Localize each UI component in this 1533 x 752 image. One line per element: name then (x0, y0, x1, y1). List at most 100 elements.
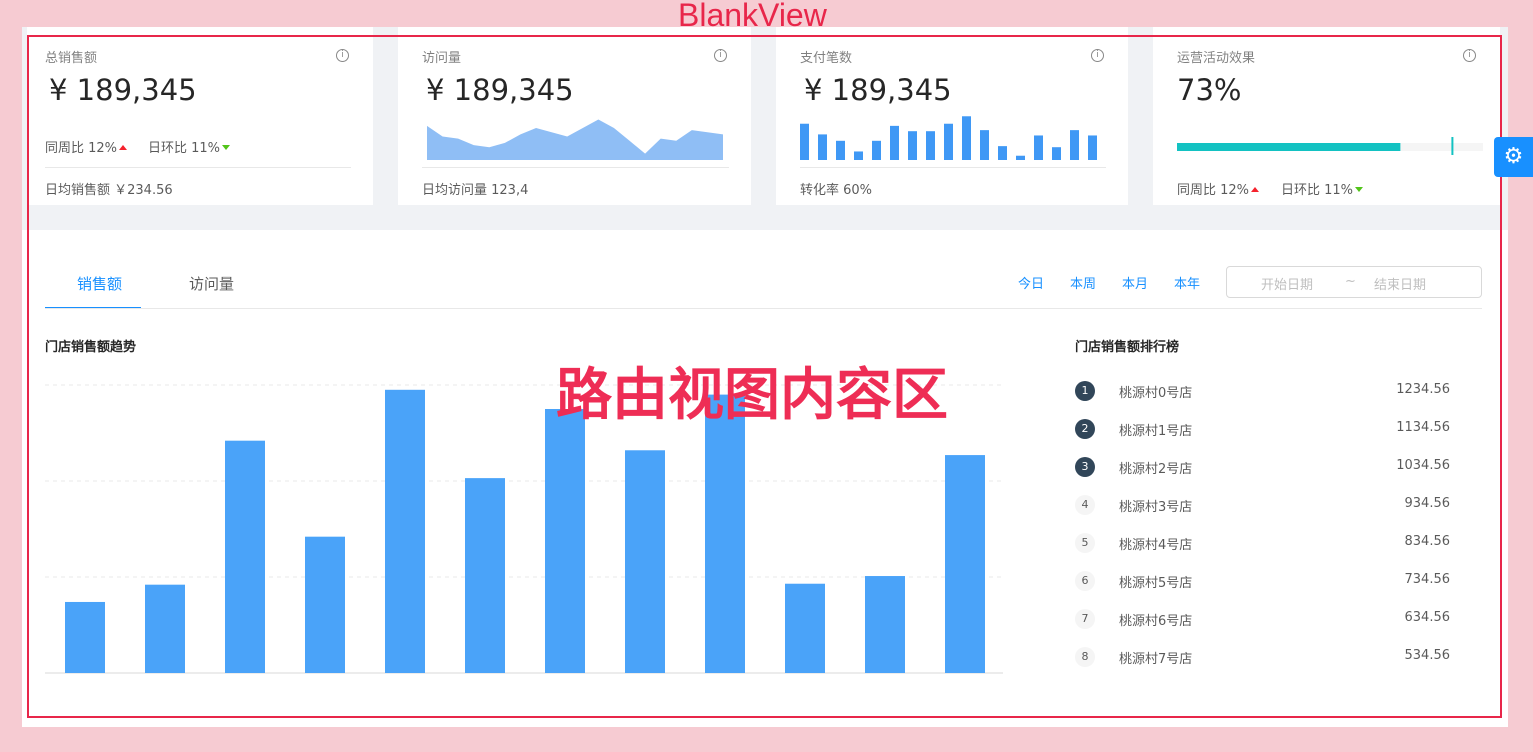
chart-title: 门店销售额趋势 (45, 340, 137, 355)
store-sales: 1034.56 (1396, 458, 1450, 473)
card-value: ¥ 189,345 (49, 73, 197, 107)
ranking-row: 2 桃源村1号店 1134.56 (1075, 419, 1450, 439)
ranking-row: 1 桃源村0号店 1234.56 (1075, 381, 1450, 401)
store-sales: 634.56 (1404, 610, 1451, 625)
ranking-row: 7 桃源村6号店 634.56 (1075, 609, 1450, 629)
divider (422, 167, 729, 168)
store-name: 桃源村3号店 (1119, 500, 1193, 515)
bar (1016, 155, 1025, 160)
card-title: 访问量 (422, 51, 462, 66)
progress-bar (1177, 143, 1401, 151)
ranking-row: 3 桃源村2号店 1034.56 (1075, 457, 1450, 477)
mini-area-chart (427, 119, 723, 160)
trend: 日环比 11% (148, 137, 231, 156)
rank-badge: 3 (1075, 457, 1095, 477)
bar (145, 584, 185, 673)
rank-badge: 1 (1075, 381, 1095, 401)
bar (65, 601, 105, 673)
rank-badge: 5 (1075, 533, 1095, 553)
card-title: 支付笔数 (800, 51, 853, 66)
trend: 同周比 12% (45, 137, 128, 156)
bar (785, 583, 825, 673)
info-icon[interactable]: i (714, 49, 727, 62)
range-link[interactable]: 本年 (1174, 277, 1201, 292)
rank-badge: 7 (1075, 609, 1095, 629)
bar (998, 146, 1007, 160)
bar (854, 151, 863, 160)
bar (1034, 135, 1043, 160)
annotation-frame (27, 35, 1502, 718)
stat-card: 运营活动效果 i 73% 同周比 12% 日环比 11% (1153, 27, 1500, 205)
stat-card: 访问量 i ¥ 189,345 日均访问量 123,4 (398, 27, 751, 205)
bar (890, 125, 899, 160)
tab-divider (45, 308, 1482, 309)
store-name: 桃源村7号店 (1119, 652, 1193, 667)
card-footer: 日均访问量 123,4 (422, 183, 529, 198)
bar (705, 394, 745, 673)
card-value: 73% (1177, 73, 1242, 107)
trend: 同周比 12% (1177, 179, 1260, 198)
date-end: 结束日期 (1374, 278, 1427, 293)
date-separator: ~ (1345, 274, 1356, 289)
divider (800, 167, 1106, 168)
bar (980, 130, 989, 160)
trend: 日环比 11% (1281, 179, 1364, 198)
bar (800, 123, 809, 160)
store-sales: 534.56 (1404, 648, 1451, 663)
ranking-title: 门店销售额排行榜 (1075, 340, 1180, 355)
card-footer: 日均销售额 ￥234.56 (45, 183, 173, 198)
date-picker[interactable]: 开始日期 ~ 结束日期 (1226, 266, 1482, 298)
bar (818, 134, 827, 160)
settings-button[interactable]: ⚙ (1494, 137, 1533, 177)
info-icon[interactable]: i (1463, 49, 1476, 62)
rank-badge: 2 (1075, 419, 1095, 439)
trend-text: 日环比 11% (148, 141, 221, 156)
bar (465, 478, 505, 673)
store-sales: 1134.56 (1396, 420, 1450, 435)
bar (926, 131, 935, 160)
info-icon[interactable]: i (1091, 49, 1104, 62)
tab[interactable]: 销售额 (77, 275, 123, 293)
store-sales: 1234.56 (1396, 382, 1450, 397)
annotation-label: BlankView (678, 0, 827, 33)
range-link[interactable]: 本月 (1122, 277, 1149, 292)
rank-badge: 6 (1075, 571, 1095, 591)
bar (908, 131, 917, 160)
range-link[interactable]: 本周 (1070, 277, 1097, 292)
annotation-label: 路由视图内容区 (556, 363, 948, 428)
bar (962, 116, 971, 160)
store-name: 桃源村4号店 (1119, 538, 1193, 553)
store-name: 桃源村5号店 (1119, 576, 1193, 591)
date-start: 开始日期 (1261, 278, 1314, 293)
range-link[interactable]: 今日 (1018, 277, 1045, 292)
divider (45, 167, 351, 168)
bar (1052, 147, 1061, 160)
card-title: 总销售额 (45, 51, 98, 66)
trend-text: 日环比 11% (1281, 183, 1354, 198)
store-name: 桃源村0号店 (1119, 386, 1193, 401)
card-title: 运营活动效果 (1177, 51, 1256, 66)
store-sales: 734.56 (1404, 572, 1451, 587)
card-footer: 转化率 60% (800, 183, 873, 198)
store-sales: 934.56 (1404, 496, 1451, 511)
ranking-row: 8 桃源村7号店 534.56 (1075, 647, 1450, 667)
store-name: 桃源村2号店 (1119, 462, 1193, 477)
bar (545, 409, 585, 673)
mini-bar-chart (800, 116, 1097, 160)
stat-card: 总销售额 i ¥ 189,345 同周比 12% 日环比 11% 日均销售额 ￥… (27, 27, 373, 205)
store-name: 桃源村1号店 (1119, 424, 1193, 439)
progress (1177, 137, 1483, 155)
bar (836, 140, 845, 160)
area (427, 119, 723, 160)
bar (1088, 135, 1097, 160)
tab[interactable]: 访问量 (189, 275, 235, 293)
card-value: ¥ 189,345 (426, 73, 574, 107)
card-value: ¥ 189,345 (804, 73, 952, 107)
info-icon[interactable]: i (336, 49, 349, 62)
bar (625, 450, 665, 673)
bar (865, 576, 905, 673)
ranking-row: 5 桃源村4号店 834.56 (1075, 533, 1450, 553)
store-name: 桃源村6号店 (1119, 614, 1193, 629)
sales-card (22, 230, 1508, 727)
